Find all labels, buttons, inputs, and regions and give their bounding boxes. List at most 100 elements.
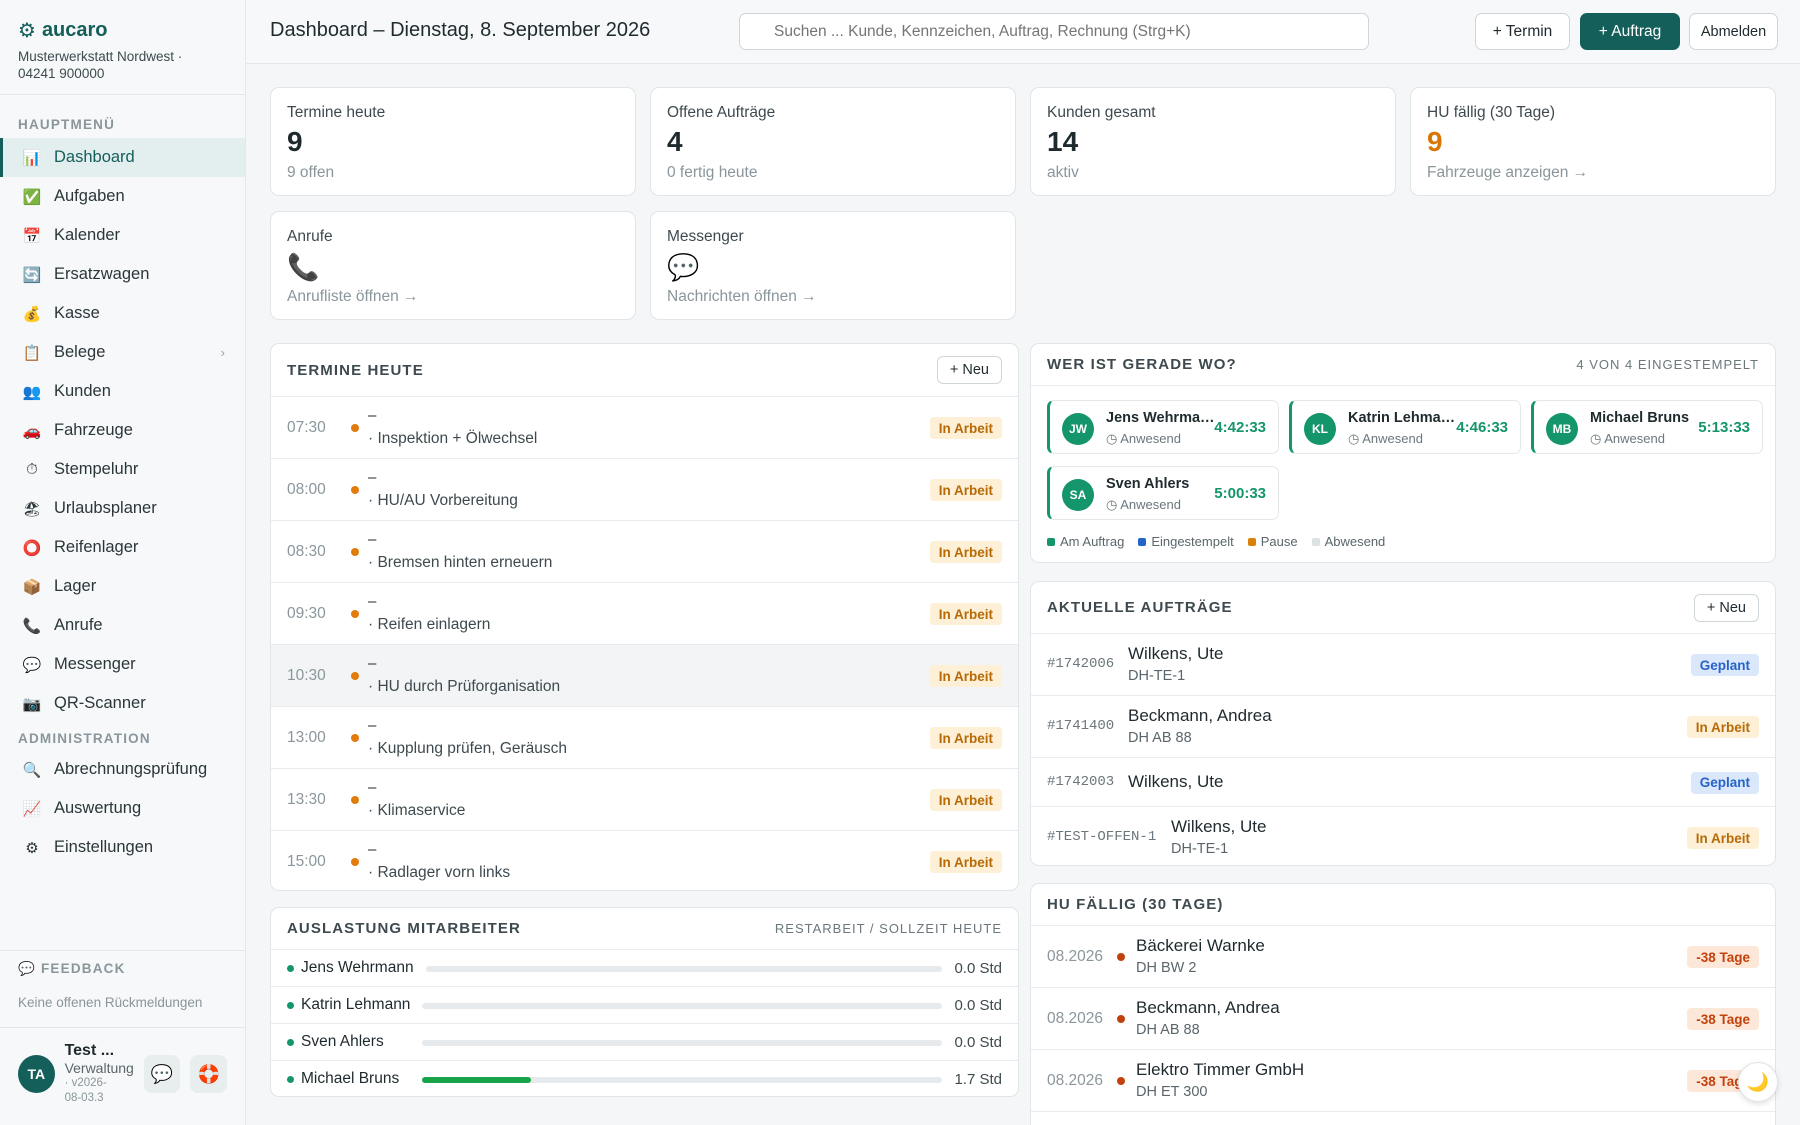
- appointment-customer: –: [368, 841, 377, 858]
- nav-icon: 📞: [22, 617, 42, 635]
- employee-card[interactable]: MB Michael Bruns ◷ Anwesend 5:13:33: [1531, 400, 1763, 454]
- help-button[interactable]: 🛟: [190, 1055, 227, 1093]
- brand: ⚙ aucaro Musterwerkstatt Nordwest · 0424…: [0, 0, 245, 82]
- brand-logo[interactable]: ⚙ aucaro: [18, 18, 227, 43]
- quick-label: Messenger: [667, 228, 744, 245]
- appointment-time: 07:30: [287, 419, 326, 436]
- employee-status: ◷ Anwesend: [1106, 497, 1181, 512]
- order-row[interactable]: #1742006 Wilkens, Ute DH-TE-1 Geplant: [1031, 634, 1775, 696]
- sidebar-item-label: Anrufe: [54, 616, 103, 634]
- order-row[interactable]: #1742003 Wilkens, Ute Geplant: [1031, 758, 1775, 807]
- utilization-row: Michael Bruns 1.7 Std: [271, 1061, 1018, 1096]
- nav-icon: 📅: [22, 227, 42, 245]
- status-dot: [287, 965, 294, 972]
- sidebar-item-ersatzwagen[interactable]: 🔄 Ersatzwagen: [0, 255, 245, 294]
- days-overdue-badge: -38 Tage: [1687, 1008, 1759, 1030]
- sidebar-item-stempeluhr[interactable]: ⏱ Stempeluhr: [0, 450, 245, 489]
- employee-card[interactable]: JW Jens Wehrmann ◷ Anwesend 4:42:33: [1047, 400, 1279, 454]
- hu-due-title: HU FÄLLIG (30 TAGE): [1047, 896, 1224, 913]
- chat-icon: 💬: [150, 1063, 174, 1084]
- sidebar-item-dashboard[interactable]: 📊 Dashboard: [0, 138, 245, 177]
- hu-row[interactable]: 08.2026 Bäckerei Warnke DH BW 2 -38 Tage: [1031, 926, 1775, 988]
- nav-icon: 📦: [22, 578, 42, 596]
- avatar: SA: [1062, 479, 1094, 511]
- feedback[interactable]: 💬 FEEDBACK Keine offenen Rückmeldungen: [0, 950, 245, 1020]
- appointment-time: 08:30: [287, 543, 326, 560]
- hu-row[interactable]: 08.2026 Beckmann, Andrea DH AB 88 -38 Tage: [1031, 988, 1775, 1050]
- sidebar-item-belege[interactable]: 📋 Belege ›: [0, 333, 245, 372]
- status-badge: In Arbeit: [929, 603, 1002, 625]
- stat-sub: 0 fertig heute: [667, 164, 758, 181]
- quick-link[interactable]: Anrufliste öffnen →: [287, 288, 419, 305]
- sidebar-item-anrufe[interactable]: 📞 Anrufe: [0, 606, 245, 645]
- presence-header: WER IST GERADE WO? 4 VON 4 EINGESTEMPELT: [1031, 344, 1775, 386]
- order-plate: DH-TE-1: [1128, 668, 1186, 684]
- theme-toggle-button[interactable]: 🌙: [1738, 1062, 1778, 1102]
- stat-card[interactable]: HU fällig (30 Tage) 9 Fahrzeuge anzeigen →: [1410, 87, 1776, 196]
- avatar[interactable]: TA: [18, 1055, 55, 1093]
- appointment-customer: –: [368, 531, 377, 548]
- status-badge: Geplant: [1690, 771, 1759, 794]
- sidebar-item-abrechnungsprüfung[interactable]: 🔍 Abrechnungsprüfung: [0, 750, 245, 789]
- appointment-row[interactable]: 08:00 – · HU/AU Vorbereitung In Arbeit: [271, 459, 1018, 521]
- order-plate: DH-TE-1: [1171, 841, 1229, 857]
- sidebar-item-auswertung[interactable]: 📈 Auswertung: [0, 789, 245, 828]
- sidebar-item-aufgaben[interactable]: ✅ Aufgaben: [0, 177, 245, 216]
- clock-icon: ◷: [1106, 431, 1121, 446]
- appointment-description: · HU/AU Vorbereitung: [368, 492, 518, 509]
- sidebar-item-einstellungen[interactable]: ⚙ Einstellungen: [0, 828, 245, 867]
- legend-item: Abwesend: [1311, 534, 1385, 549]
- appointment-row[interactable]: 13:30 – · Klimaservice In Arbeit: [271, 769, 1018, 831]
- add-appointment-button[interactable]: + Termin: [1475, 13, 1570, 50]
- sidebar-item-urlaubsplaner[interactable]: 🏖 Urlaubsplaner: [0, 489, 245, 528]
- utilization-value: 0.0 Std: [954, 1034, 1002, 1051]
- appointments-panel: TERMINE HEUTE + Neu 07:30 – · Inspektion +…: [270, 343, 1019, 891]
- employee-name: Katrin Lehmann: [301, 996, 411, 1013]
- stat-value: 4: [667, 126, 683, 157]
- sidebar-item-kasse[interactable]: 💰 Kasse: [0, 294, 245, 333]
- appointment-row[interactable]: 09:30 – · Reifen einlagern In Arbeit: [271, 583, 1018, 645]
- sidebar-item-kalender[interactable]: 📅 Kalender: [0, 216, 245, 255]
- avatar: JW: [1062, 413, 1094, 445]
- add-order-button[interactable]: + Auftrag: [1580, 13, 1680, 50]
- sidebar-item-label: Auswertung: [54, 799, 142, 817]
- appointment-row[interactable]: 08:30 – · Bremsen hinten erneuern In Arbeit: [271, 521, 1018, 583]
- appointment-row[interactable]: 15:00 – · Radlager vorn links In Arbeit: [271, 831, 1018, 890]
- stat-value: 14: [1047, 126, 1079, 157]
- gear-icon: ⚙: [18, 20, 36, 42]
- sidebar-item-kunden[interactable]: 👥 Kunden: [0, 372, 245, 411]
- logout-button[interactable]: Abmelden: [1689, 13, 1778, 50]
- employee-card[interactable]: SA Sven Ahlers ◷ Anwesend 5:00:33: [1047, 466, 1279, 520]
- new-order-button[interactable]: + Neu: [1693, 593, 1759, 622]
- sidebar-item-qr-scanner[interactable]: 📷 QR-Scanner: [0, 684, 245, 723]
- search-input[interactable]: [739, 13, 1369, 50]
- order-row[interactable]: #TEST-OFFEN-1 Wilkens, Ute DH-TE-1 In Arbei…: [1031, 807, 1775, 865]
- sidebar-item-label: Kunden: [54, 382, 111, 400]
- sidebar-item-messenger[interactable]: 💬 Messenger: [0, 645, 245, 684]
- status-badge: In Arbeit: [929, 541, 1002, 563]
- new-appointment-button[interactable]: + Neu: [936, 356, 1002, 384]
- sidebar-item-lager[interactable]: 📦 Lager: [0, 567, 245, 606]
- appointment-description: · Klimaservice: [368, 802, 466, 819]
- quick-link[interactable]: Nachrichten öffnen →: [667, 288, 817, 305]
- sidebar-item-reifenlager[interactable]: ⭕ Reifenlager: [0, 528, 245, 567]
- appointment-row[interactable]: 10:30 – · HU durch Prüforganisation In Arbe…: [271, 645, 1018, 707]
- sidebar-item-label: Lager: [54, 577, 97, 595]
- messages-button[interactable]: 💬: [143, 1055, 181, 1093]
- appointment-row[interactable]: 07:30 – · Inspektion + Ölwechsel In Arbeit: [271, 397, 1018, 459]
- show-vehicles-link[interactable]: Fahrzeuge anzeigen →: [1427, 164, 1589, 181]
- hu-row[interactable]: 08.2026 Elektro Timmer GmbH DH ET 300 -38 T…: [1031, 1050, 1775, 1112]
- employee-card[interactable]: KL Katrin Lehmann ◷ Anwesend 4:46:33: [1289, 400, 1521, 454]
- sidebar-item-label: Reifenlager: [54, 538, 139, 556]
- sidebar-item-fahrzeuge[interactable]: 🚗 Fahrzeuge: [0, 411, 245, 450]
- quick-card-anrufe[interactable]: Anrufe 📞 Anrufliste öffnen →: [270, 211, 636, 320]
- sidebar-item-label: Kalender: [54, 226, 121, 244]
- quick-card-messenger[interactable]: Messenger 💬 Nachrichten öffnen →: [650, 211, 1016, 320]
- stat-value: 9: [287, 126, 303, 157]
- order-row[interactable]: #1741400 Beckmann, Andrea DH AB 88 In Arbei…: [1031, 696, 1775, 758]
- user-box: TA Test ... Verwaltung · v2026- 08-03.3 💬…: [0, 1027, 245, 1120]
- appointment-row[interactable]: 13:00 – · Kupplung prüfen, Geräusch In Arbe…: [271, 707, 1018, 769]
- employee-status: ◷ Anwesend: [1348, 431, 1423, 446]
- employee-time: 5:13:33: [1698, 419, 1750, 436]
- presence-panel: WER IST GERADE WO? 4 VON 4 EINGESTEMPELT…: [1030, 343, 1776, 563]
